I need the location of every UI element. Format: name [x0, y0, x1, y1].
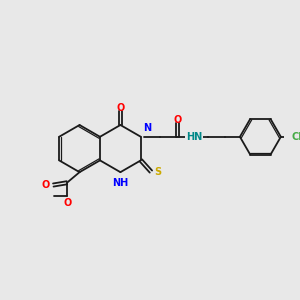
Text: N: N	[143, 122, 151, 133]
Text: O: O	[173, 115, 181, 125]
Text: NH: NH	[112, 178, 128, 188]
Text: S: S	[154, 167, 162, 177]
Text: HN: HN	[186, 132, 202, 142]
Text: O: O	[63, 197, 72, 208]
Text: O: O	[116, 103, 124, 113]
Text: O: O	[42, 180, 50, 190]
Text: Cl: Cl	[291, 132, 300, 142]
